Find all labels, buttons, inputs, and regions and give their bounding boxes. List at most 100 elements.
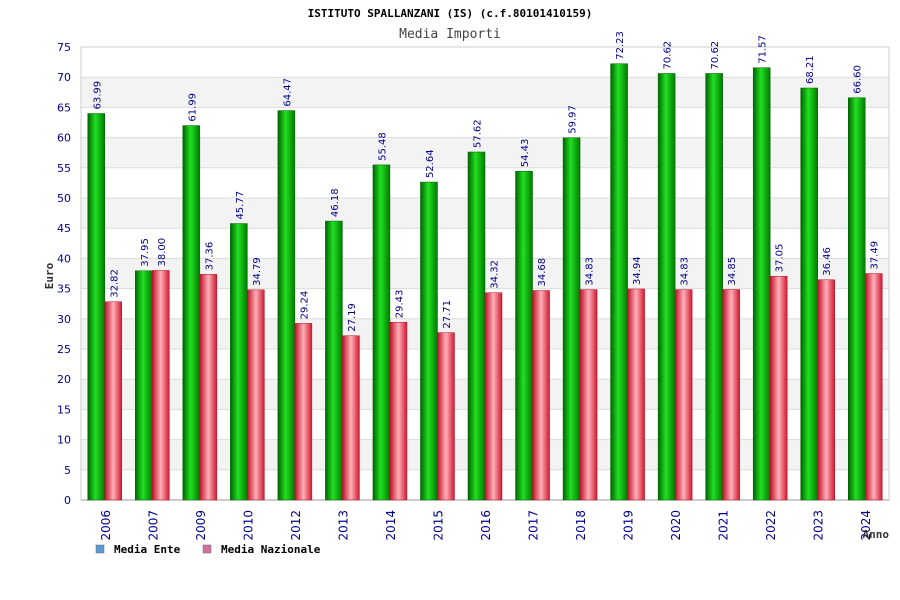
x-tick-label-2021: 2021 bbox=[717, 510, 731, 541]
y-axis-label: Euro bbox=[43, 262, 56, 289]
x-tick-label-2014: 2014 bbox=[384, 510, 398, 541]
x-tick-label-2018: 2018 bbox=[574, 510, 588, 541]
chart-subtitle: Media Importi bbox=[399, 27, 501, 42]
y-tick-label: 20 bbox=[57, 373, 71, 386]
bar-media-ente-2012 bbox=[277, 110, 296, 501]
bar-media-nazionale-2024 bbox=[864, 273, 883, 501]
bar-media-nazionale-2015 bbox=[437, 332, 455, 501]
y-tick-label: 60 bbox=[57, 132, 71, 145]
y-tick-label: 5 bbox=[64, 464, 71, 477]
y-tick-label: 45 bbox=[57, 222, 71, 235]
y-tick-label: 15 bbox=[57, 403, 71, 416]
value-label-media-ente-2021: 70.62 bbox=[710, 41, 721, 70]
value-label-media-ente-2014: 55.48 bbox=[377, 132, 388, 161]
value-label-media-nazionale-2014: 29.43 bbox=[394, 290, 405, 319]
y-tick-label: 25 bbox=[57, 343, 71, 356]
value-label-media-ente-2017: 54.43 bbox=[520, 139, 531, 168]
bar-media-ente-2007 bbox=[135, 270, 153, 501]
y-tick-label: 65 bbox=[57, 101, 71, 114]
x-tick-label-2020: 2020 bbox=[669, 510, 683, 541]
y-tick-label: 55 bbox=[57, 162, 71, 175]
value-labels: 63.99 32.82 37.95 38.00 61.99 37.36 45.77 34.79… bbox=[92, 31, 880, 332]
value-label-media-nazionale-2012: 29.24 bbox=[299, 291, 310, 320]
bars bbox=[87, 63, 883, 501]
x-tick-label-2019: 2019 bbox=[622, 510, 636, 541]
bar-media-nazionale-2013 bbox=[342, 335, 360, 501]
bar-media-nazionale-2010 bbox=[247, 289, 265, 501]
bar-media-nazionale-2014 bbox=[389, 321, 408, 501]
value-label-media-ente-2016: 57.62 bbox=[473, 119, 484, 148]
bar-media-nazionale-2016 bbox=[484, 292, 503, 501]
value-label-media-ente-2024: 66.60 bbox=[853, 65, 864, 94]
y-axis-ticks: 0 5 10 15 20 25 30 35 40 45 50 55 60 65 70 75 bbox=[57, 41, 71, 507]
value-label-media-ente-2010: 45.77 bbox=[235, 191, 246, 220]
x-tick-label-2017: 2017 bbox=[527, 510, 541, 541]
bar-media-nazionale-2006 bbox=[104, 301, 123, 501]
value-label-media-ente-2018: 59.97 bbox=[568, 105, 579, 134]
bar-media-nazionale-2023 bbox=[817, 279, 835, 501]
y-tick-label: 30 bbox=[57, 313, 71, 326]
value-label-media-ente-2015: 52.64 bbox=[425, 149, 436, 178]
value-label-media-nazionale-2006: 32.82 bbox=[109, 269, 120, 298]
legend-label-media-ente: Media Ente bbox=[114, 543, 181, 556]
bar-media-ente-2022 bbox=[752, 67, 771, 501]
y-tick-label: 50 bbox=[57, 192, 71, 205]
x-tick-label-2006: 2006 bbox=[99, 510, 113, 541]
bar-media-nazionale-2007 bbox=[152, 270, 170, 501]
bar-media-ente-2015 bbox=[420, 181, 438, 501]
value-label-media-ente-2009: 61.99 bbox=[187, 93, 198, 122]
x-axis-ticks: 2006 2007 2009 2010 2012 2013 2014 2015 2016 2017… bbox=[99, 510, 873, 541]
bar-media-ente-2014 bbox=[372, 164, 391, 501]
x-tick-label-2009: 2009 bbox=[194, 510, 208, 541]
x-tick-label-2022: 2022 bbox=[764, 510, 778, 541]
value-label-media-nazionale-2007: 38.00 bbox=[157, 238, 168, 267]
bar-media-nazionale-2021 bbox=[722, 289, 740, 501]
legend-swatch-media-nazionale bbox=[202, 544, 212, 554]
x-axis-label: Anno bbox=[863, 528, 890, 541]
value-label-media-nazionale-2019: 34.94 bbox=[632, 256, 643, 285]
bar-media-ente-2019 bbox=[610, 63, 628, 501]
bar-media-ente-2009 bbox=[182, 125, 201, 501]
y-tick-label: 35 bbox=[57, 283, 71, 296]
bar-media-nazionale-2012 bbox=[294, 323, 313, 501]
value-label-media-ente-2012: 64.47 bbox=[282, 78, 293, 107]
bar-media-ente-2013 bbox=[325, 220, 343, 501]
bar-media-ente-2006 bbox=[87, 113, 106, 501]
value-label-media-nazionale-2016: 34.32 bbox=[490, 260, 501, 289]
bar-media-nazionale-2020 bbox=[674, 289, 693, 501]
value-label-media-nazionale-2010: 34.79 bbox=[252, 257, 263, 286]
bar-media-nazionale-2022 bbox=[769, 275, 788, 501]
legend: Media Ente Media Nazionale bbox=[95, 543, 321, 556]
y-tick-label: 0 bbox=[64, 494, 71, 507]
x-tick-label-2012: 2012 bbox=[289, 510, 303, 541]
value-label-media-ente-2023: 68.21 bbox=[805, 55, 816, 84]
x-tick-label-2015: 2015 bbox=[431, 510, 445, 541]
value-label-media-nazionale-2020: 34.83 bbox=[680, 257, 691, 286]
value-label-media-nazionale-2015: 27.71 bbox=[442, 300, 453, 329]
x-tick-label-2013: 2013 bbox=[336, 510, 350, 541]
value-label-media-nazionale-2022: 37.05 bbox=[775, 244, 786, 273]
value-label-media-ente-2020: 70.62 bbox=[663, 41, 674, 70]
bar-media-ente-2023 bbox=[800, 87, 818, 501]
y-tick-label: 10 bbox=[57, 434, 71, 447]
bar-media-nazionale-2017 bbox=[532, 290, 550, 501]
chart-title: ISTITUTO SPALLANZANI (IS) (c.f.801014101… bbox=[308, 7, 593, 20]
y-tick-label: 40 bbox=[57, 252, 71, 265]
value-label-media-nazionale-2023: 36.46 bbox=[822, 247, 833, 276]
value-label-media-nazionale-2021: 34.85 bbox=[727, 257, 738, 286]
legend-label-media-nazionale: Media Nazionale bbox=[221, 543, 321, 556]
value-label-media-nazionale-2018: 34.83 bbox=[585, 257, 596, 286]
x-tick-label-2007: 2007 bbox=[146, 510, 160, 541]
bar-media-ente-2018 bbox=[562, 137, 581, 501]
bar-media-nazionale-2009 bbox=[199, 274, 218, 501]
bar-media-ente-2016 bbox=[467, 151, 486, 501]
x-tick-label-2010: 2010 bbox=[241, 510, 255, 541]
y-tick-label: 70 bbox=[57, 71, 71, 84]
value-label-media-ente-2013: 46.18 bbox=[330, 188, 341, 217]
value-label-media-ente-2007: 37.95 bbox=[140, 238, 151, 267]
value-label-media-nazionale-2024: 37.49 bbox=[870, 241, 881, 270]
value-label-media-nazionale-2009: 37.36 bbox=[204, 242, 215, 271]
bar-media-ente-2024 bbox=[847, 97, 866, 501]
x-tick-label-2016: 2016 bbox=[479, 510, 493, 541]
